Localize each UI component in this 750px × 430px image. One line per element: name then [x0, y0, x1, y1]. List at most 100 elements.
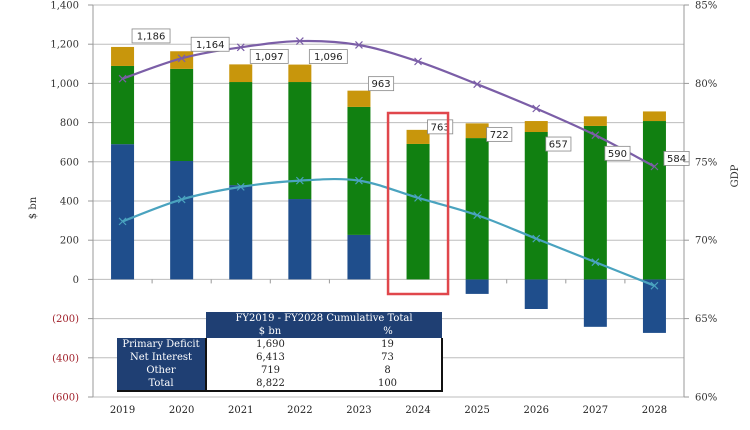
total-label-text: 657	[549, 140, 568, 151]
total-label-box	[427, 119, 454, 135]
bar-other	[288, 64, 312, 83]
total-label-box	[249, 48, 289, 64]
y-tick-label: 400	[60, 197, 79, 208]
table-col-header: %	[334, 325, 442, 338]
table-row-label: Total	[117, 377, 206, 392]
bar-primary-deficit	[229, 185, 253, 280]
bar-other	[583, 116, 607, 126]
line-marker-x	[295, 37, 304, 45]
y-tick-label: 200	[60, 236, 79, 247]
total-label-text: 1,186	[137, 31, 166, 42]
bars	[111, 46, 666, 333]
total-label-box	[368, 76, 395, 92]
bar-net-interest	[642, 121, 666, 280]
table-row: Net Interest 6,413 73	[117, 351, 443, 364]
total-label-text: 1,164	[196, 40, 225, 51]
y-tick-label: 1,400	[50, 1, 79, 12]
line-marker-x	[650, 281, 659, 290]
x-tick-label: 2025	[464, 405, 489, 416]
bar-net-interest	[465, 138, 489, 280]
x-tick-label: 2024	[405, 405, 430, 416]
x-tick-label: 2023	[346, 405, 371, 416]
line-marker-x	[473, 80, 482, 89]
bar-primary-deficit	[583, 279, 607, 327]
line-marker-x	[236, 182, 245, 191]
table-cell: 73	[334, 351, 443, 364]
total-label-box	[190, 36, 230, 52]
highlight-box	[386, 111, 450, 296]
x-tick-label: 2026	[524, 405, 549, 416]
table-row: Total 8,822 100	[117, 377, 443, 392]
table-row: Primary Deficit 1,690 19	[117, 338, 443, 351]
table-row: Other 719 8	[117, 364, 443, 377]
total-label: 1,186	[131, 28, 171, 44]
total-label: 657	[545, 136, 572, 152]
bar-primary-deficit	[642, 279, 666, 333]
table-cell: 6,413	[205, 351, 334, 364]
total-label: 763	[427, 119, 454, 135]
table-cell: 1,690	[205, 338, 334, 351]
total-label: 963	[368, 76, 395, 92]
y-tick-label: 0	[73, 275, 79, 286]
bar-other	[170, 51, 194, 69]
y-tick-label: (400)	[52, 353, 79, 364]
line-marker-x	[177, 195, 186, 204]
line-marker-x	[295, 176, 304, 185]
y-tick-label: 1,000	[50, 79, 79, 90]
bar-other	[347, 90, 371, 107]
line-marker-x	[177, 54, 186, 63]
bar-primary-deficit	[465, 279, 489, 294]
y-tick-label: 800	[60, 118, 79, 129]
bar-net-interest	[583, 125, 607, 280]
x-tick-label: 2019	[110, 405, 135, 416]
line-marker-x	[532, 234, 541, 243]
total-label: 1,164	[190, 36, 230, 52]
line-marker-x	[355, 41, 363, 49]
bar-primary-deficit	[111, 144, 135, 280]
total-label: 722	[486, 126, 513, 142]
summary-table: FY2019 - FY2028 Cumulative Total $ bn % …	[117, 312, 443, 392]
line-marker-x	[118, 74, 127, 83]
line-marker-x	[118, 217, 127, 226]
bar-other	[642, 111, 666, 122]
y-tick-label: (200)	[52, 314, 79, 325]
total-label-box	[131, 28, 171, 44]
total-label-text: 1,096	[314, 52, 343, 63]
table-col-header: $ bn	[206, 325, 334, 338]
x-tick-label: 2021	[228, 405, 253, 416]
line-marker-x	[236, 43, 245, 52]
bar-net-interest	[170, 68, 194, 162]
bar-primary-deficit	[347, 234, 371, 280]
line-marker-x	[414, 57, 422, 66]
total-label: 590	[604, 145, 631, 161]
bar-net-interest	[288, 82, 312, 200]
total-label-text: 763	[431, 122, 450, 133]
bar-other	[229, 64, 253, 83]
table-cell: 19	[334, 338, 443, 351]
y2-tick-label: 75%	[695, 157, 717, 168]
table-row-label: Other	[117, 364, 206, 377]
y2-tick-label: 65%	[695, 314, 717, 325]
bar-net-interest	[111, 65, 135, 145]
x-tick-label: 2022	[287, 405, 312, 416]
y-tick-label: (600)	[52, 393, 79, 404]
y-tick-label: 1,200	[50, 40, 79, 51]
table-row-label: Primary Deficit	[117, 338, 206, 351]
total-label-box	[604, 145, 631, 161]
bar-other	[111, 46, 135, 66]
line-marker-x	[355, 176, 363, 185]
bar-net-interest	[229, 82, 253, 186]
total-label-text: 963	[372, 79, 391, 90]
line-marker-x	[591, 131, 600, 140]
y-axis-title: $ bn	[28, 196, 39, 219]
total-label-text: 722	[490, 130, 509, 141]
bar-net-interest	[406, 143, 430, 280]
line-marker-x	[473, 211, 482, 220]
line-marker-x	[591, 258, 600, 267]
y2-tick-label: 70%	[695, 236, 717, 247]
table-cell: 8	[334, 364, 443, 377]
y-tick-label: 600	[60, 157, 79, 168]
x-axis: 2019 2020 2021 2022 2023 2024 2025 2026 2027 2028	[110, 279, 667, 416]
bar-other	[406, 129, 430, 144]
total-label-box	[308, 49, 348, 64]
